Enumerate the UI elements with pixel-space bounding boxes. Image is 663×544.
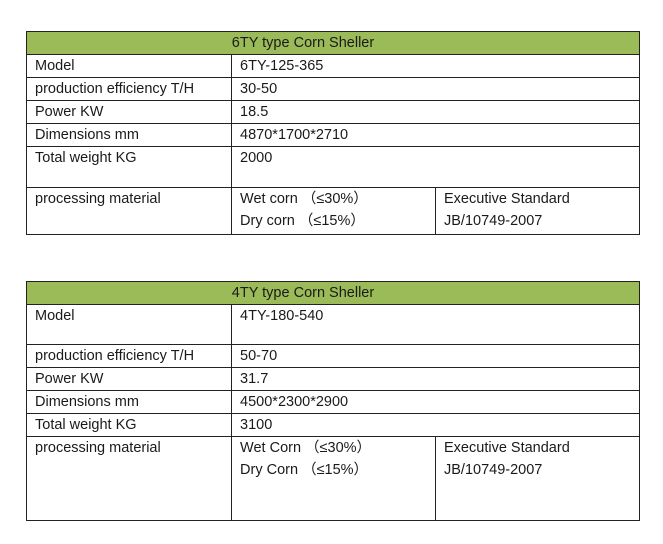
table-row: Total weight KG 3100: [25, 413, 640, 437]
row-value: 3100: [231, 413, 640, 437]
table-row: processing material Wet corn （≤30%） Dry …: [25, 187, 640, 235]
table-row: Dimensions mm 4500*2300*2900: [25, 390, 640, 414]
row-value: 30-50: [231, 77, 640, 101]
spec-table-4ty: 4TY type Corn Sheller Model 4TY-180-540 …: [25, 281, 640, 521]
row-label: production efficiency T/H: [25, 77, 233, 101]
processing-label: processing material: [25, 436, 233, 521]
table-row: production efficiency T/H 50-70: [25, 344, 640, 368]
row-label: Model: [25, 54, 233, 78]
table-row: Model 6TY-125-365: [25, 54, 640, 78]
table-title-text: 6TY type Corn Sheller: [231, 35, 375, 51]
row-label: Model: [25, 304, 233, 345]
table-row: Power KW 31.7: [25, 367, 640, 391]
table-row: production efficiency T/H 30-50: [25, 77, 640, 101]
table-row: processing material Wet Corn （≤30%） Dry …: [25, 436, 640, 521]
row-value: 4TY-180-540: [231, 304, 640, 345]
executive-standard: Executive Standard JB/10749-2007: [435, 187, 640, 235]
row-label: production efficiency T/H: [25, 344, 233, 368]
row-value: 18.5: [231, 100, 640, 124]
row-value: 2000: [231, 146, 640, 188]
table-row: Power KW 18.5: [25, 100, 640, 124]
processing-materials: Wet Corn （≤30%） Dry Corn （≤15%）: [231, 436, 437, 521]
table-title: 4TY type Corn Sheller: [26, 281, 640, 305]
row-label: Total weight KG: [25, 413, 233, 437]
table-row: Dimensions mm 4870*1700*2710: [25, 123, 640, 147]
row-value: 4870*1700*2710: [231, 123, 640, 147]
processing-label: processing material: [25, 187, 233, 235]
row-value: 31.7: [231, 367, 640, 391]
table-title-text: 4TY type Corn Sheller: [231, 285, 375, 301]
table-row: Model 4TY-180-540: [25, 304, 640, 345]
row-label: Power KW: [25, 367, 233, 391]
processing-materials: Wet corn （≤30%） Dry corn （≤15%）: [231, 187, 437, 235]
row-value: 50-70: [231, 344, 640, 368]
spec-table-6ty: 6TY type Corn Sheller Model 6TY-125-365 …: [25, 31, 640, 235]
executive-standard: Executive Standard JB/10749-2007: [435, 436, 640, 521]
row-label: Total weight KG: [25, 146, 233, 188]
row-label: Dimensions mm: [25, 390, 233, 414]
row-label: Power KW: [25, 100, 233, 124]
table-row: Total weight KG 2000: [25, 146, 640, 188]
row-value: 6TY-125-365: [231, 54, 640, 78]
row-label: Dimensions mm: [25, 123, 233, 147]
table-title: 6TY type Corn Sheller: [26, 31, 640, 55]
row-value: 4500*2300*2900: [231, 390, 640, 414]
